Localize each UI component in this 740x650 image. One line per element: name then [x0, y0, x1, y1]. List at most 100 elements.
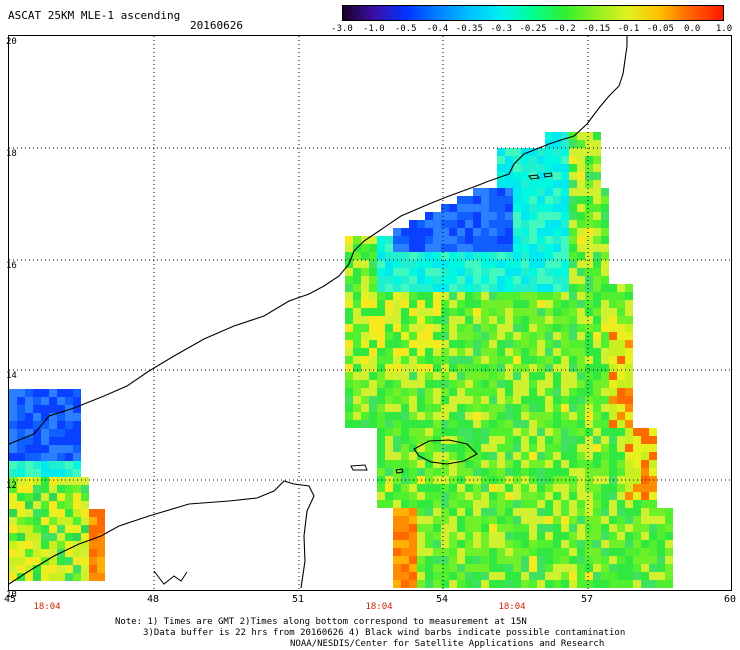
wind-cell [401, 252, 409, 260]
wind-cell [521, 524, 529, 532]
wind-cell [425, 484, 433, 492]
wind-cell [585, 220, 593, 228]
wind-cell [497, 172, 505, 180]
wind-cell [513, 444, 521, 452]
wind-cell [609, 292, 617, 300]
wind-cell [521, 356, 529, 364]
wind-cell [33, 397, 41, 405]
wind-cell [473, 204, 481, 212]
wind-cell [417, 484, 425, 492]
wind-cell [641, 484, 649, 492]
wind-cell [457, 460, 465, 468]
wind-cell [641, 500, 649, 508]
wind-cell [49, 509, 57, 517]
wind-cell [481, 268, 489, 276]
wind-cell [633, 572, 641, 580]
wind-cell [457, 484, 465, 492]
wind-cell [593, 292, 601, 300]
wind-cell [641, 452, 649, 460]
wind-cell [609, 468, 617, 476]
wind-cell [545, 516, 553, 524]
wind-cell [425, 468, 433, 476]
wind-cell [537, 396, 545, 404]
wind-cell [657, 540, 665, 548]
wind-cell [9, 469, 17, 477]
wind-cell [17, 541, 25, 549]
wind-cell [393, 244, 401, 252]
wind-cell [97, 565, 105, 573]
wind-cell [385, 348, 393, 356]
wind-cell [497, 212, 505, 220]
wind-cell [473, 196, 481, 204]
wind-cell [385, 404, 393, 412]
wind-cell [441, 252, 449, 260]
wind-cell [513, 412, 521, 420]
wind-cell [625, 292, 633, 300]
wind-cell [625, 380, 633, 388]
wind-cell [489, 268, 497, 276]
wind-cell [49, 517, 57, 525]
wind-cell [465, 348, 473, 356]
wind-cell [649, 516, 657, 524]
wind-cell [545, 548, 553, 556]
wind-cell [481, 308, 489, 316]
wind-cell [545, 508, 553, 516]
wind-cell [489, 492, 497, 500]
wind-cell [585, 276, 593, 284]
wind-cell [473, 580, 481, 588]
wind-cell [481, 556, 489, 564]
wind-cell [609, 428, 617, 436]
wind-cell [641, 508, 649, 516]
wind-cell [481, 540, 489, 548]
wind-cell [377, 412, 385, 420]
wind-cell [497, 244, 505, 252]
wind-cell [593, 244, 601, 252]
wind-cell [49, 437, 57, 445]
wind-cell [577, 412, 585, 420]
wind-cell [481, 412, 489, 420]
wind-cell [449, 396, 457, 404]
wind-cell [9, 493, 17, 501]
wind-cell [481, 436, 489, 444]
wind-cell [377, 364, 385, 372]
wind-cell [433, 348, 441, 356]
wind-cell [553, 364, 561, 372]
wind-cell [481, 460, 489, 468]
wind-cell [529, 388, 537, 396]
wind-cell [537, 420, 545, 428]
wind-cell [473, 340, 481, 348]
wind-cell [385, 388, 393, 396]
wind-cell [425, 508, 433, 516]
wind-cell [585, 380, 593, 388]
wind-cell [377, 404, 385, 412]
wind-cell [401, 524, 409, 532]
wind-cell [353, 276, 361, 284]
wind-cell [433, 500, 441, 508]
wind-cell [433, 300, 441, 308]
wind-cell [441, 580, 449, 588]
color-scale-label: -0.4 [426, 24, 449, 34]
wind-cell [73, 437, 81, 445]
wind-cell [433, 580, 441, 588]
wind-cell [73, 557, 81, 565]
wind-cell [457, 244, 465, 252]
wind-cell [417, 460, 425, 468]
wind-cell [489, 404, 497, 412]
wind-cell [465, 540, 473, 548]
wind-cell [481, 300, 489, 308]
wind-cell [625, 404, 633, 412]
wind-cell [625, 580, 633, 588]
wind-cell [369, 324, 377, 332]
wind-cell [417, 556, 425, 564]
wind-cell [609, 412, 617, 420]
wind-cell [609, 540, 617, 548]
wind-cell [553, 172, 561, 180]
wind-cell [561, 492, 569, 500]
wind-cell [73, 469, 81, 477]
wind-cell [377, 284, 385, 292]
wind-cell [585, 492, 593, 500]
wind-cell [657, 532, 665, 540]
wind-cell [49, 421, 57, 429]
wind-cell [361, 316, 369, 324]
wind-cell [489, 380, 497, 388]
